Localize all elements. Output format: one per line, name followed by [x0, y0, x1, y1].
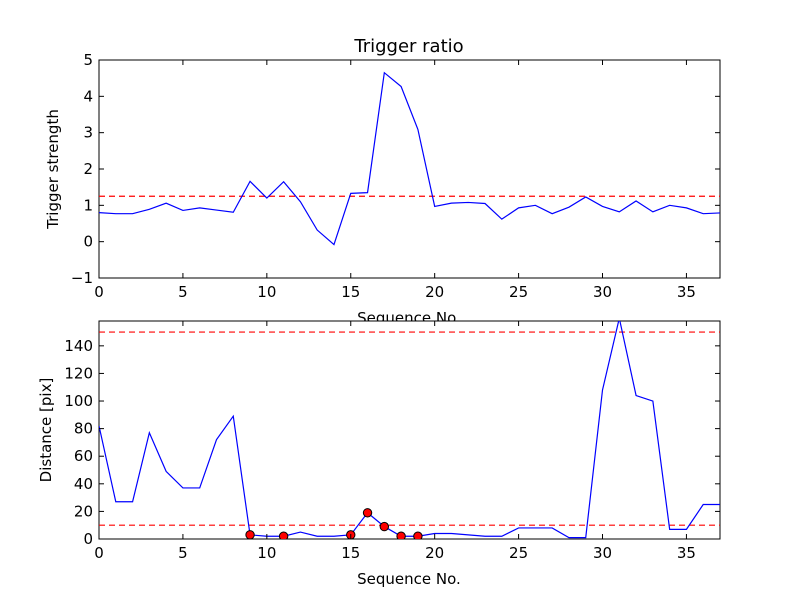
y-tick-label: 0 — [83, 233, 93, 251]
distance-chart: 0 5 10 15 20 25 30 35 0 20 40 60 80 100 120 140 Sequen… — [37, 320, 721, 588]
x-tick-label: 15 — [341, 544, 360, 562]
x-tick-label: 15 — [341, 283, 360, 301]
data-point-marker — [278, 531, 289, 539]
x-tick-label: 35 — [677, 544, 696, 562]
chart-title: Trigger ratio — [353, 36, 463, 57]
y-tick-label: 20 — [74, 502, 93, 520]
x-tick-label: 0 — [94, 283, 104, 301]
plot-area — [98, 320, 721, 540]
x-tick-label: 10 — [257, 544, 276, 562]
y-axis-label: Distance [pix] — [37, 378, 55, 483]
x-tick-label: 20 — [425, 544, 444, 562]
x-tick-label: 25 — [509, 283, 528, 301]
y-axis: −1 0 1 2 3 4 5 — [71, 51, 720, 287]
x-axis: 0 5 10 15 20 25 30 35 — [94, 321, 696, 562]
y-tick-label: 80 — [74, 420, 93, 438]
y-tick-label: 4 — [83, 87, 93, 105]
data-layer — [99, 71, 720, 246]
series-line — [99, 71, 720, 246]
data-point-marker — [396, 531, 406, 539]
x-tick-label: 35 — [677, 283, 696, 301]
data-point-marker — [245, 530, 255, 539]
y-tick-label: 60 — [74, 447, 93, 465]
data-point-marker — [413, 531, 423, 539]
x-tick-label: 25 — [509, 544, 528, 562]
x-axis-label: Sequence No. — [357, 570, 461, 588]
x-axis: 0 5 10 15 20 25 30 35 — [94, 60, 696, 301]
y-tick-label: 120 — [64, 364, 93, 382]
y-tick-label: 3 — [83, 124, 93, 142]
x-tick-label: 5 — [178, 283, 188, 301]
x-tick-label: 0 — [94, 544, 104, 562]
y-tick-label: 140 — [64, 337, 93, 355]
plot-area — [98, 59, 721, 279]
x-tick-label: 30 — [593, 544, 612, 562]
data-point-marker — [362, 508, 373, 518]
y-tick-label: 5 — [83, 51, 93, 69]
y-tick-label: 1 — [83, 196, 93, 214]
x-tick-label: 20 — [425, 283, 444, 301]
x-tick-label: 10 — [257, 283, 276, 301]
y-axis-label: Trigger strength — [44, 109, 62, 230]
y-tick-label: −1 — [71, 269, 93, 287]
x-tick-label: 5 — [178, 544, 188, 562]
y-tick-label: 100 — [64, 392, 93, 410]
y-axis: 0 20 40 60 80 100 120 140 — [64, 337, 720, 548]
y-tick-label: 2 — [83, 160, 93, 178]
x-tick-label: 30 — [593, 283, 612, 301]
y-tick-label: 0 — [83, 530, 93, 548]
data-layer — [99, 321, 720, 539]
series-line — [99, 321, 720, 539]
y-tick-label: 40 — [74, 475, 93, 493]
data-point-marker — [379, 521, 390, 532]
